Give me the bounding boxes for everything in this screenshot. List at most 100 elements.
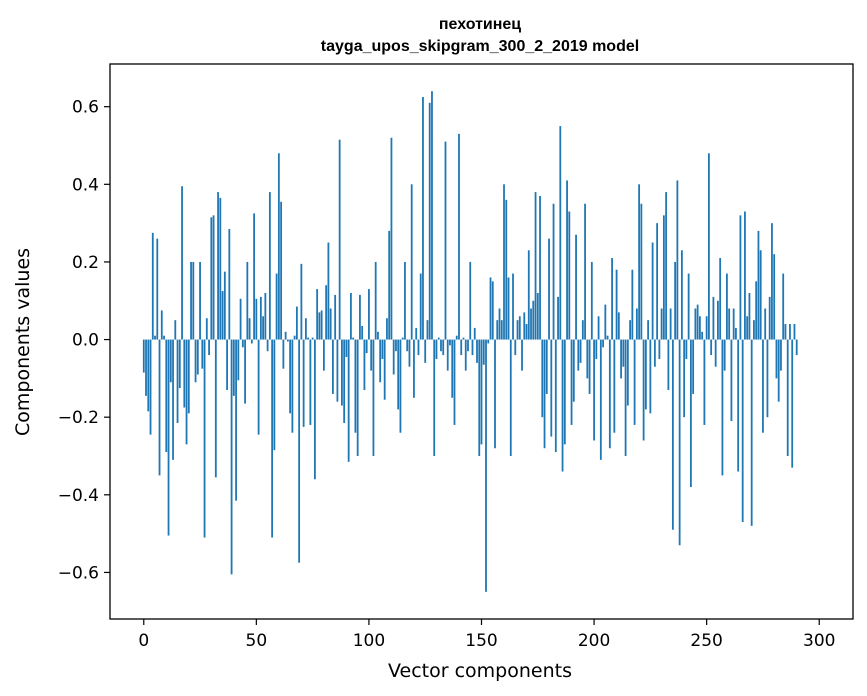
y-tick-label: −0.4 [58, 486, 99, 506]
bar-201 [595, 339, 598, 359]
bar-285 [784, 324, 787, 340]
bar-26 [201, 339, 204, 369]
bar-85 [334, 294, 337, 340]
bar-77 [316, 289, 319, 340]
bar-248 [701, 331, 704, 340]
bar-9 [163, 335, 165, 340]
bar-116 [404, 261, 406, 340]
bar-126 [426, 320, 429, 340]
bar-286 [786, 339, 789, 456]
x-axis: 0 50 100 150 200 250 300 [138, 619, 835, 651]
bar-254 [714, 339, 717, 367]
bar-113 [397, 339, 400, 410]
bar-173 [532, 300, 535, 340]
bar-284 [782, 273, 785, 340]
bar-148 [476, 339, 478, 363]
bar-203 [599, 339, 602, 460]
bar-267 [744, 211, 746, 340]
bar-193 [577, 339, 580, 371]
bar-144 [467, 339, 469, 352]
bar-200 [593, 339, 595, 441]
bar-10 [165, 339, 168, 453]
bar-94 [354, 339, 357, 433]
bar-29 [208, 339, 210, 356]
bar-137 [451, 339, 454, 398]
bar-80 [322, 339, 325, 371]
bar-180 [548, 238, 550, 340]
bar-213 [622, 339, 625, 367]
bar-21 [190, 261, 192, 340]
bar-5 [154, 335, 156, 340]
bar-217 [631, 269, 634, 340]
bar-27 [203, 339, 206, 538]
bar-175 [536, 292, 539, 340]
bar-45 [244, 339, 246, 404]
bar-272 [755, 281, 758, 340]
bar-106 [381, 339, 384, 359]
bar-256 [719, 258, 722, 340]
bar-230 [660, 308, 663, 340]
bar-145 [469, 261, 472, 340]
bar-125 [424, 339, 427, 363]
bar-224 [647, 320, 650, 340]
bar-95 [356, 339, 359, 456]
bar-255 [717, 300, 719, 340]
bar-263 [735, 327, 737, 340]
bar-188 [566, 180, 568, 340]
bar-195 [581, 320, 584, 340]
bar-153 [487, 339, 490, 344]
bar-253 [712, 296, 715, 340]
bar-258 [723, 339, 726, 371]
bar-208 [611, 258, 613, 340]
bar-30 [210, 217, 213, 340]
bar-48 [250, 339, 253, 344]
bar-64 [286, 339, 289, 342]
bar-162 [507, 277, 510, 340]
bar-152 [485, 339, 487, 592]
bar-138 [453, 339, 456, 425]
bar-12 [169, 339, 172, 383]
bar-205 [604, 304, 607, 340]
y-tick-label: 0.0 [72, 331, 99, 351]
x-tick-label: 50 [246, 631, 268, 651]
bar-210 [615, 269, 618, 340]
bar-215 [626, 339, 629, 406]
bar-96 [359, 294, 361, 340]
bar-24 [196, 339, 199, 375]
bar-271 [753, 320, 755, 340]
bar-72 [304, 318, 307, 340]
x-axis-label: Vector components [388, 660, 572, 682]
bar-139 [455, 335, 458, 340]
bar-103 [374, 261, 377, 340]
bar-121 [415, 327, 418, 340]
bar-39 [230, 339, 233, 575]
bar-270 [750, 339, 753, 526]
bar-192 [575, 234, 577, 340]
bar-31 [212, 215, 215, 340]
bar-223 [644, 339, 647, 410]
x-tick-label: 250 [690, 631, 722, 651]
bar-202 [597, 316, 600, 340]
bar-274 [759, 250, 762, 340]
bar-101 [370, 339, 373, 371]
y-tick-label: −0.2 [58, 408, 99, 428]
bar-196 [584, 203, 586, 340]
bar-211 [617, 312, 620, 340]
y-tick-label: 0.2 [72, 253, 99, 273]
bar-132 [440, 339, 442, 352]
bar-216 [629, 320, 631, 340]
bar-209 [613, 339, 616, 433]
bar-1 [145, 339, 147, 396]
bar-13 [172, 339, 174, 460]
bar-252 [710, 339, 713, 356]
bar-163 [509, 339, 512, 456]
bar-228 [656, 223, 659, 340]
bar-60 [277, 153, 280, 340]
bar-279 [771, 223, 773, 340]
bar-111 [392, 339, 395, 375]
bar-182 [552, 203, 555, 340]
bar-257 [721, 339, 724, 476]
bar-52 [259, 296, 262, 340]
bar-268 [746, 316, 749, 340]
x-tick-label: 200 [578, 631, 610, 651]
